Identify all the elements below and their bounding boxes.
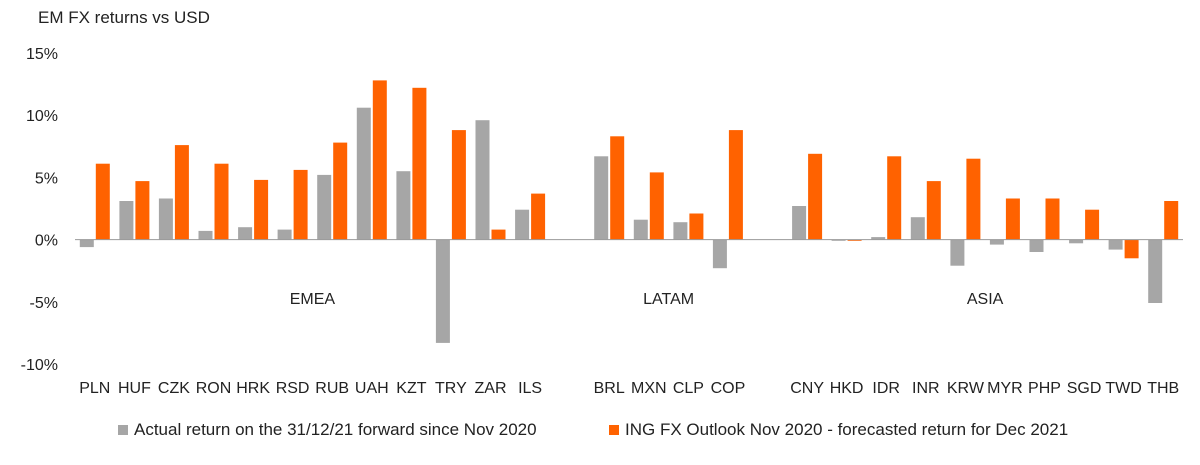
bar-forecast-rsd (293, 169, 308, 240)
legend-label-forecast: ING FX Outlook Nov 2020 - forecasted ret… (625, 420, 1069, 439)
bar-forecast-zar (491, 229, 506, 240)
bar-actual-huf (119, 201, 134, 240)
legend-swatch-forecast (609, 425, 619, 435)
legend-item-actual: Actual return on the 31/12/21 forward si… (118, 420, 537, 440)
bar-actual-uah (356, 107, 371, 240)
bar-actual-brl (594, 156, 609, 240)
bar-actual-twd (1108, 239, 1123, 250)
bar-actual-cop (712, 239, 727, 269)
bar-actual-ron (198, 230, 213, 240)
group-label-latam: LATAM (643, 291, 694, 308)
bars (79, 80, 1179, 343)
category-label-mxn: MXN (631, 380, 667, 397)
category-label-zar: ZAR (475, 380, 507, 397)
bar-forecast-php (1045, 198, 1060, 240)
category-label-clp: CLP (673, 380, 704, 397)
legend-label-actual: Actual return on the 31/12/21 forward si… (134, 420, 537, 439)
category-label-rub: RUB (315, 380, 349, 397)
chart-title: EM FX returns vs USD (38, 8, 210, 27)
category-label-idr: IDR (872, 380, 900, 397)
bar-forecast-cny (808, 153, 823, 240)
bar-actual-hrk (238, 227, 253, 240)
bar-actual-cny (792, 206, 807, 240)
bar-forecast-try (451, 130, 466, 240)
category-label-huf: HUF (118, 380, 151, 397)
category-label-krw: KRW (947, 380, 985, 397)
bar-forecast-hrk (254, 179, 269, 240)
bar-forecast-ils (531, 193, 546, 240)
y-tick-label: -10% (21, 357, 58, 374)
bar-actual-clp (673, 222, 688, 240)
bar-forecast-uah (372, 80, 387, 240)
bar-actual-krw (950, 239, 965, 266)
bar-actual-php (1029, 239, 1044, 252)
bar-forecast-pln (95, 163, 110, 240)
category-label-brl: BRL (594, 380, 625, 397)
bar-actual-zar (475, 120, 490, 240)
bar-actual-thb (1148, 239, 1163, 303)
bar-forecast-rub (333, 142, 348, 240)
bar-forecast-inr (926, 181, 941, 240)
bar-forecast-sgd (1085, 209, 1100, 240)
bar-forecast-brl (610, 136, 625, 240)
category-label-uah: UAH (355, 380, 389, 397)
bar-forecast-cop (728, 130, 743, 240)
group-label-emea: EMEA (290, 291, 336, 308)
category-label-czk: CZK (158, 380, 190, 397)
bar-forecast-kzt (412, 87, 427, 240)
y-tick-label: 10% (26, 108, 58, 125)
group-label-asia: ASIA (967, 291, 1004, 308)
y-tick-label: 0% (35, 233, 58, 250)
category-label-ron: RON (196, 380, 232, 397)
bar-actual-rub (317, 174, 332, 240)
legend-swatch-actual (118, 425, 128, 435)
bar-actual-sgd (1069, 239, 1084, 244)
category-label-ils: ILS (518, 380, 542, 397)
category-labels: PLN HUF CZK RON HRK RSD RUB UAH KZT TRY ZAR ILS BRL M… (79, 380, 1179, 397)
category-label-php: PHP (1028, 380, 1061, 397)
bar-actual-myr (989, 239, 1004, 245)
bar-forecast-krw (966, 158, 981, 240)
bar-actual-idr (871, 237, 886, 240)
bar-forecast-clp (689, 213, 704, 240)
category-label-cop: COP (711, 380, 746, 397)
category-label-kzt: KZT (396, 380, 426, 397)
y-tick-label: 15% (26, 46, 58, 63)
bar-actual-pln (79, 239, 94, 248)
category-label-thb: THB (1147, 380, 1179, 397)
bar-forecast-myr (1005, 198, 1020, 240)
bar-actual-kzt (396, 171, 411, 240)
category-label-rsd: RSD (276, 380, 310, 397)
y-axis-ticks: 15% 10% 5% 0% -5% -10% (21, 46, 58, 374)
group-labels: EMEA LATAM ASIA (290, 291, 1004, 308)
bar-forecast-czk (174, 145, 189, 240)
category-label-try: TRY (435, 380, 467, 397)
legend-item-forecast: ING FX Outlook Nov 2020 - forecasted ret… (609, 420, 1068, 440)
category-label-hkd: HKD (830, 380, 864, 397)
bar-forecast-twd (1124, 239, 1139, 259)
category-label-sgd: SGD (1067, 380, 1102, 397)
bar-actual-mxn (633, 219, 648, 240)
bar-forecast-hkd (847, 239, 862, 241)
bar-forecast-thb (1164, 201, 1179, 240)
category-label-hrk: HRK (236, 380, 270, 397)
category-label-inr: INR (912, 380, 940, 397)
category-label-pln: PLN (79, 380, 110, 397)
bar-actual-czk (158, 198, 173, 240)
category-label-cny: CNY (790, 380, 824, 397)
bar-forecast-mxn (649, 172, 664, 240)
y-tick-label: 5% (35, 170, 58, 187)
category-label-twd: TWD (1105, 380, 1141, 397)
bar-actual-rsd (277, 229, 292, 240)
bar-actual-hkd (831, 239, 846, 241)
bar-forecast-ron (214, 163, 229, 240)
category-label-myr: MYR (987, 380, 1023, 397)
bar-actual-ils (515, 209, 530, 240)
bar-actual-try (435, 239, 450, 343)
bar-forecast-huf (135, 181, 150, 240)
bar-actual-inr (910, 217, 925, 240)
bar-forecast-idr (887, 156, 902, 240)
y-tick-label: -5% (30, 295, 58, 312)
